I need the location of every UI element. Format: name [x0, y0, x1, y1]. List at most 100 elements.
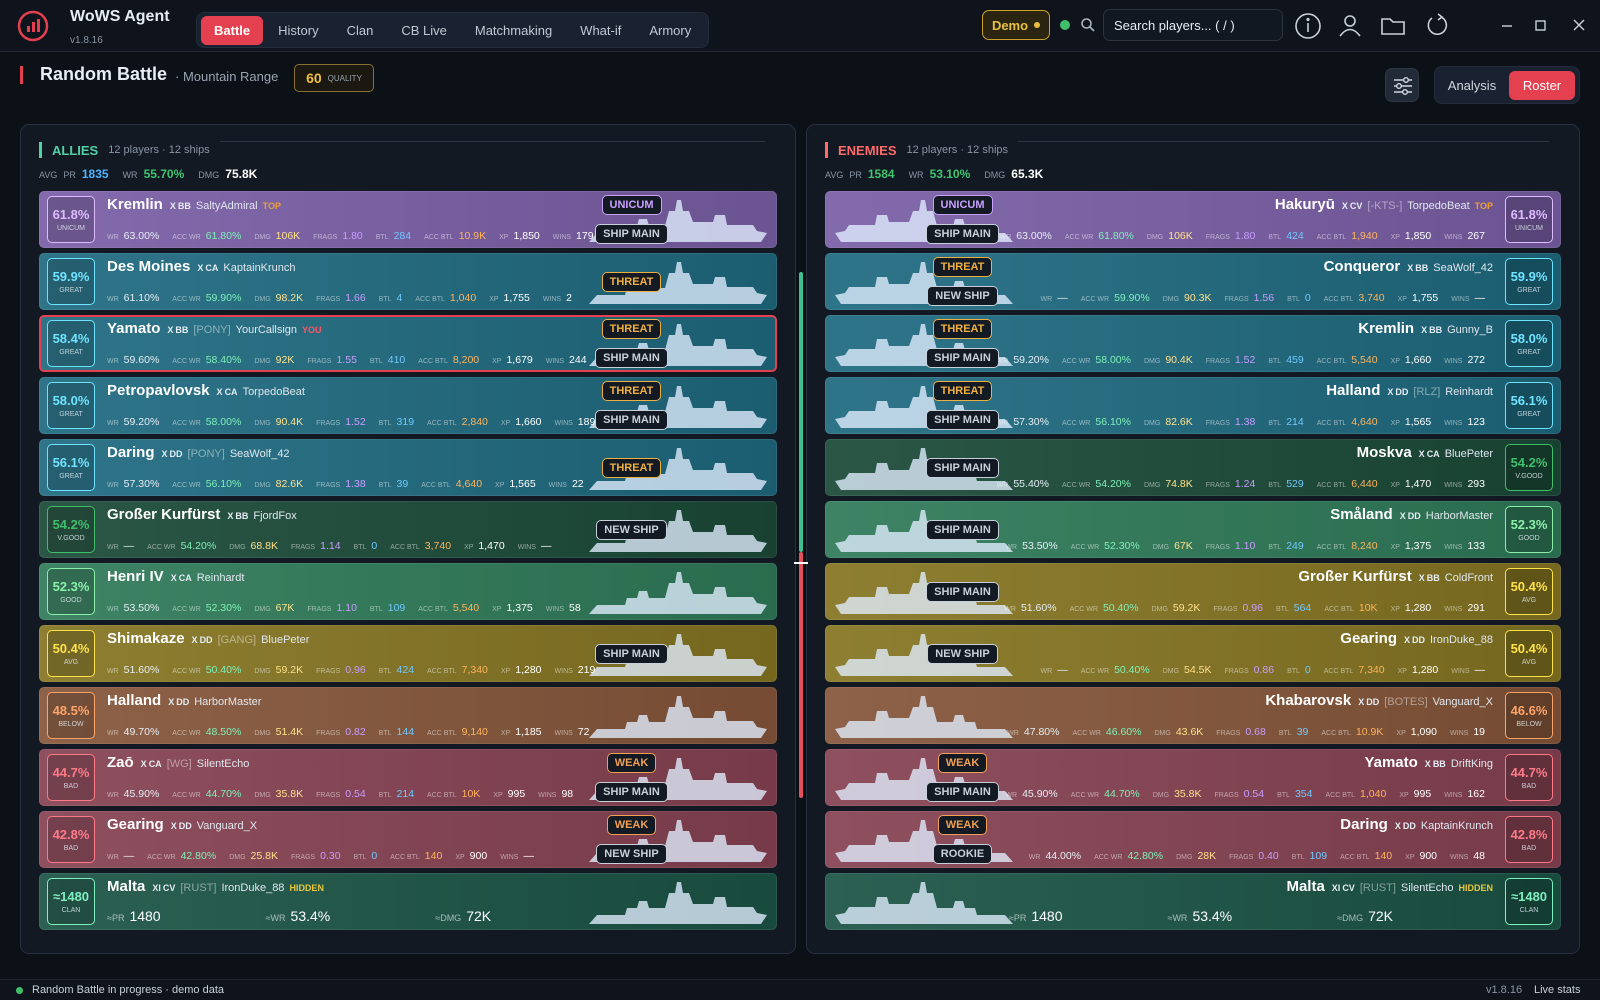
- ship-name: Conqueror: [1323, 258, 1401, 275]
- nav-tab[interactable]: History: [278, 22, 319, 38]
- stat-value: 900: [1419, 850, 1438, 862]
- ship-class: BB: [1432, 759, 1446, 769]
- stat-value: 58.00%: [205, 416, 242, 428]
- stat-value: 58.40%: [205, 354, 242, 366]
- stat-label: FRAGS: [316, 482, 341, 489]
- nav-tab[interactable]: Clan: [346, 22, 374, 38]
- stat-label: WINS: [548, 482, 567, 489]
- ship-name: Des Moines: [107, 258, 191, 275]
- badge-stack: THREAT SHIP MAIN: [584, 381, 679, 430]
- stat-label: WINS: [554, 668, 573, 675]
- stat-label: BTL: [1287, 668, 1300, 675]
- stat-label: WR: [1040, 668, 1053, 675]
- rating-label: BAD: [1521, 845, 1537, 852]
- stat-label: DMG: [1151, 606, 1168, 613]
- badge-stack: THREAT NEW SHIP: [915, 257, 1010, 306]
- stat-value: 54.20%: [1095, 478, 1131, 490]
- status-badge: SHIP MAIN: [926, 581, 999, 602]
- ship-tier: X: [1387, 387, 1394, 397]
- stat-label: XP: [492, 606, 502, 613]
- stat-value: 48.50%: [205, 726, 242, 738]
- ship-silhouette: [589, 262, 767, 304]
- player-tag: TOP: [262, 201, 281, 211]
- toolbar-icons[interactable]: [1292, 9, 1472, 43]
- stat-label: FRAGS: [1205, 234, 1230, 241]
- ship-name: Daring: [1340, 816, 1388, 833]
- settings-button[interactable]: [1385, 68, 1419, 102]
- stat-label: ACC WR: [172, 296, 201, 303]
- ship-name: Großer Kurfürst: [107, 506, 221, 523]
- ship-shape: [835, 448, 1013, 490]
- player-name: Gunny_B: [1447, 324, 1493, 336]
- stat-label: DMG: [1152, 544, 1170, 551]
- stat-line: WR 53.50% ACC WR 52.30% DMG 67K FRAGS 1.10 BTL 24…: [1005, 540, 1493, 552]
- rating-label: BAD: [63, 845, 79, 852]
- stat-value: 1,090: [1410, 726, 1438, 738]
- stat-label: XP: [1390, 606, 1400, 613]
- ship-silhouette: [589, 882, 767, 924]
- stat-value: 189: [577, 416, 596, 428]
- live-stats: Live stats: [1534, 984, 1581, 996]
- rating-value: 50.4%: [52, 641, 90, 656]
- stat-label: WINS: [554, 420, 573, 427]
- stat-value: 10K: [1358, 602, 1378, 614]
- status-badge: SHIP MAIN: [926, 519, 999, 540]
- status-badge: THREAT: [932, 319, 993, 339]
- ship-silhouette: [589, 634, 767, 676]
- nav-tab[interactable]: Matchmaking: [474, 22, 553, 38]
- stat-line: ≈PR 1480 ≈WR 53.4% ≈DMG 72K: [107, 908, 591, 924]
- rating-label: GREAT: [59, 287, 83, 294]
- stat-label: ACC WR: [172, 358, 201, 365]
- rating-value: 58.0%: [1510, 331, 1548, 346]
- stat-label: FRAGS: [307, 606, 332, 613]
- stat-line: WR 44.00% ACC WR 42.80% DMG 28K FRAGS 0.40 BTL 10…: [1029, 850, 1493, 862]
- enemies-panel: ENEMIES 12 players · 12 ships AVG PR 1584 WR 5…: [806, 124, 1580, 954]
- stat-value: 2,840: [461, 416, 488, 428]
- ship-silhouette: [835, 510, 1013, 552]
- stat-label: BTL: [1277, 792, 1290, 799]
- nav-tab[interactable]: Armory: [649, 22, 692, 38]
- status-badge: ROOKIE: [932, 844, 993, 864]
- rating-badge: 56.1% GREAT: [47, 444, 95, 491]
- stat-label: ACC BTL: [427, 792, 457, 799]
- nav-tab[interactable]: Battle: [201, 15, 264, 45]
- stat-line: WR 61.10% ACC WR 59.90% DMG 98.2K FRAGS 1.66 BTL…: [107, 292, 580, 304]
- demo-toggle[interactable]: Demo: [982, 10, 1050, 40]
- ship-tier: X: [1407, 263, 1414, 273]
- stat-line: WR 51.60% ACC WR 50.40% DMG 59.2K FRAGS 0.96 BTL…: [107, 664, 603, 676]
- nav-tab[interactable]: What-if: [580, 22, 622, 38]
- stat-value: 10.9K: [1355, 726, 1384, 738]
- view-button[interactable]: Roster: [1509, 70, 1575, 100]
- window-controls[interactable]: [1500, 14, 1590, 38]
- stat-value: 1,679: [506, 354, 533, 366]
- rating-badge: 44.7% BAD: [47, 754, 95, 801]
- stat-value: 1,280: [1404, 602, 1432, 614]
- stat-label: FRAGS: [1224, 668, 1249, 675]
- ship-name: Yamato: [107, 320, 161, 337]
- stat-label: ACC BTL: [421, 482, 451, 489]
- player-info: Gearing X DD IronDuke_88 WR — ACC WR 50.40% DMG 5…: [1041, 630, 1493, 676]
- badge-stack: WEAK SHIP MAIN: [584, 753, 679, 802]
- rating-value: 46.6%: [1510, 703, 1548, 718]
- nav-tab[interactable]: CB Live: [401, 22, 447, 38]
- ship-shape: [835, 634, 1013, 676]
- stat-value: 162: [1467, 788, 1485, 800]
- rating-value: 54.2%: [52, 517, 90, 532]
- badge-stack: WEAK SHIP MAIN: [915, 753, 1010, 802]
- ship-silhouette: [835, 572, 1013, 614]
- stat-value: 8,240: [1351, 540, 1378, 552]
- search-input[interactable]: Search players... ( / ): [1103, 9, 1283, 41]
- estimate-value: 72K: [466, 908, 492, 924]
- stat-label: WR: [107, 234, 119, 241]
- ship-shape: [835, 696, 1013, 738]
- stat-label: DMG: [1162, 296, 1180, 303]
- stat-label: XP: [499, 234, 509, 241]
- ship-name: Kremlin: [107, 196, 163, 213]
- ship-class: BB: [175, 325, 189, 335]
- view-button[interactable]: Analysis: [1447, 77, 1497, 93]
- rating-value: 52.3%: [52, 579, 90, 594]
- ship-tier: XI: [152, 883, 161, 893]
- player-name: BluePeter: [261, 634, 310, 646]
- stat-label: WINS: [538, 792, 557, 799]
- player-name: Vanguard_X: [1432, 696, 1493, 708]
